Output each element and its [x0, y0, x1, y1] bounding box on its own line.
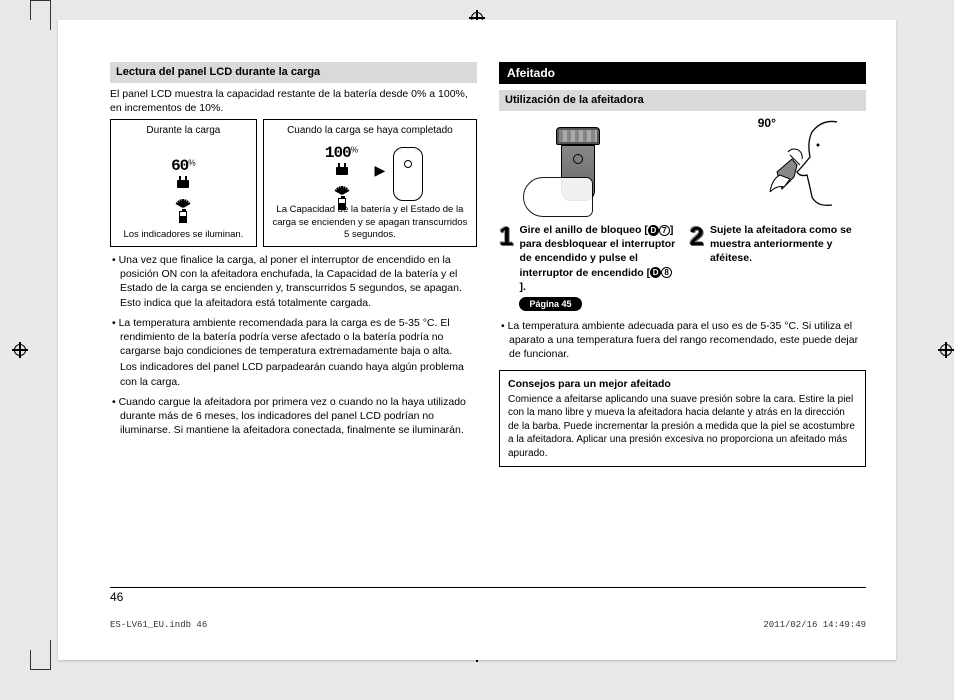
plug-icon	[177, 180, 189, 188]
tips-box: Consejos para un mejor afeitado Comience…	[499, 370, 866, 468]
face-drawing	[762, 117, 842, 213]
lcd-icon-60: 60%	[158, 156, 208, 212]
manual-page: Lectura del panel LCD durante la carga E…	[58, 20, 896, 660]
lcd-complete-box: Cuando la carga se haya completado 100% …	[263, 119, 477, 247]
ref-d-icon: D	[648, 225, 659, 236]
section-header-lcd: Lectura del panel LCD durante la carga	[110, 62, 477, 83]
hand-drawing	[523, 177, 593, 217]
step-1-text: Gire el anillo de bloqueo [D7] para desb…	[519, 223, 675, 311]
lcd-box1-caption: Los indicadores se iluminan.	[123, 229, 243, 242]
arrow-icon: ▶	[375, 161, 386, 180]
steps-row: 1 Gire el anillo de bloqueo [D7] para de…	[499, 223, 866, 311]
page-ref-pill: Página 45	[519, 297, 581, 311]
step-2-text: Sujete la afeitadora como se muestra ant…	[710, 223, 866, 311]
lcd-box2-caption: La Capacidad de la batería y el Estado d…	[270, 204, 470, 242]
tips-title: Consejos para un mejor afeitado	[508, 377, 857, 391]
lcd-box1-title: Durante la carga	[146, 124, 220, 138]
step-2-number: 2	[690, 223, 704, 311]
step-1: 1 Gire el anillo de bloqueo [D7] para de…	[499, 223, 676, 311]
ref-d-icon: D	[650, 267, 661, 278]
step-1-number: 1	[499, 223, 513, 311]
illustrations: 90°	[499, 117, 866, 213]
battery-icon	[179, 211, 187, 223]
shaver-outline-icon	[393, 147, 423, 201]
intro-text: El panel LCD muestra la capacidad restan…	[110, 87, 477, 115]
footer-file: ES-LV61_EU.indb 46	[110, 620, 207, 630]
bullet-1: Una vez que finalice la carga, al poner …	[110, 253, 477, 310]
section-header-usage: Utilización de la afeitadora	[499, 90, 866, 111]
step-2: 2 Sujete la afeitadora como se muestra a…	[690, 223, 867, 311]
content-area: Lectura del panel LCD durante la carga E…	[110, 62, 866, 580]
print-footer: ES-LV61_EU.indb 46 2011/02/16 14:49:49	[110, 620, 866, 630]
illustration-angle: 90°	[722, 117, 842, 213]
ref-7-icon: 7	[659, 225, 670, 236]
section-header-shaving: Afeitado	[499, 62, 866, 84]
illustration-hold	[523, 117, 643, 213]
left-column: Lectura del panel LCD durante la carga E…	[110, 62, 477, 580]
bullet-2-sub: Los indicadores del panel LCD parpadeará…	[110, 360, 477, 388]
footer-timestamp: 2011/02/16 14:49:49	[763, 620, 866, 630]
ref-8-icon: 8	[661, 267, 672, 278]
lcd-icon-100: 100%	[317, 143, 367, 199]
plug-icon	[336, 167, 348, 175]
right-column: Afeitado Utilización de la afeitadora 90…	[499, 62, 866, 580]
page-number: 46	[110, 587, 866, 604]
bullet-3: Cuando cargue la afeitadora por primera …	[110, 395, 477, 438]
tips-body: Comience a afeitarse aplicando una suave…	[508, 393, 857, 461]
battery-icon	[338, 198, 346, 210]
lcd-examples: Durante la carga 60% Los indicadores se …	[110, 119, 477, 247]
bullet-2: La temperatura ambiente recomendada para…	[110, 316, 477, 359]
usage-note: La temperatura ambiente adecuada para el…	[499, 319, 866, 362]
lcd-box2-title: Cuando la carga se haya completado	[287, 124, 453, 138]
lcd-charging-box: Durante la carga 60% Los indicadores se …	[110, 119, 257, 247]
